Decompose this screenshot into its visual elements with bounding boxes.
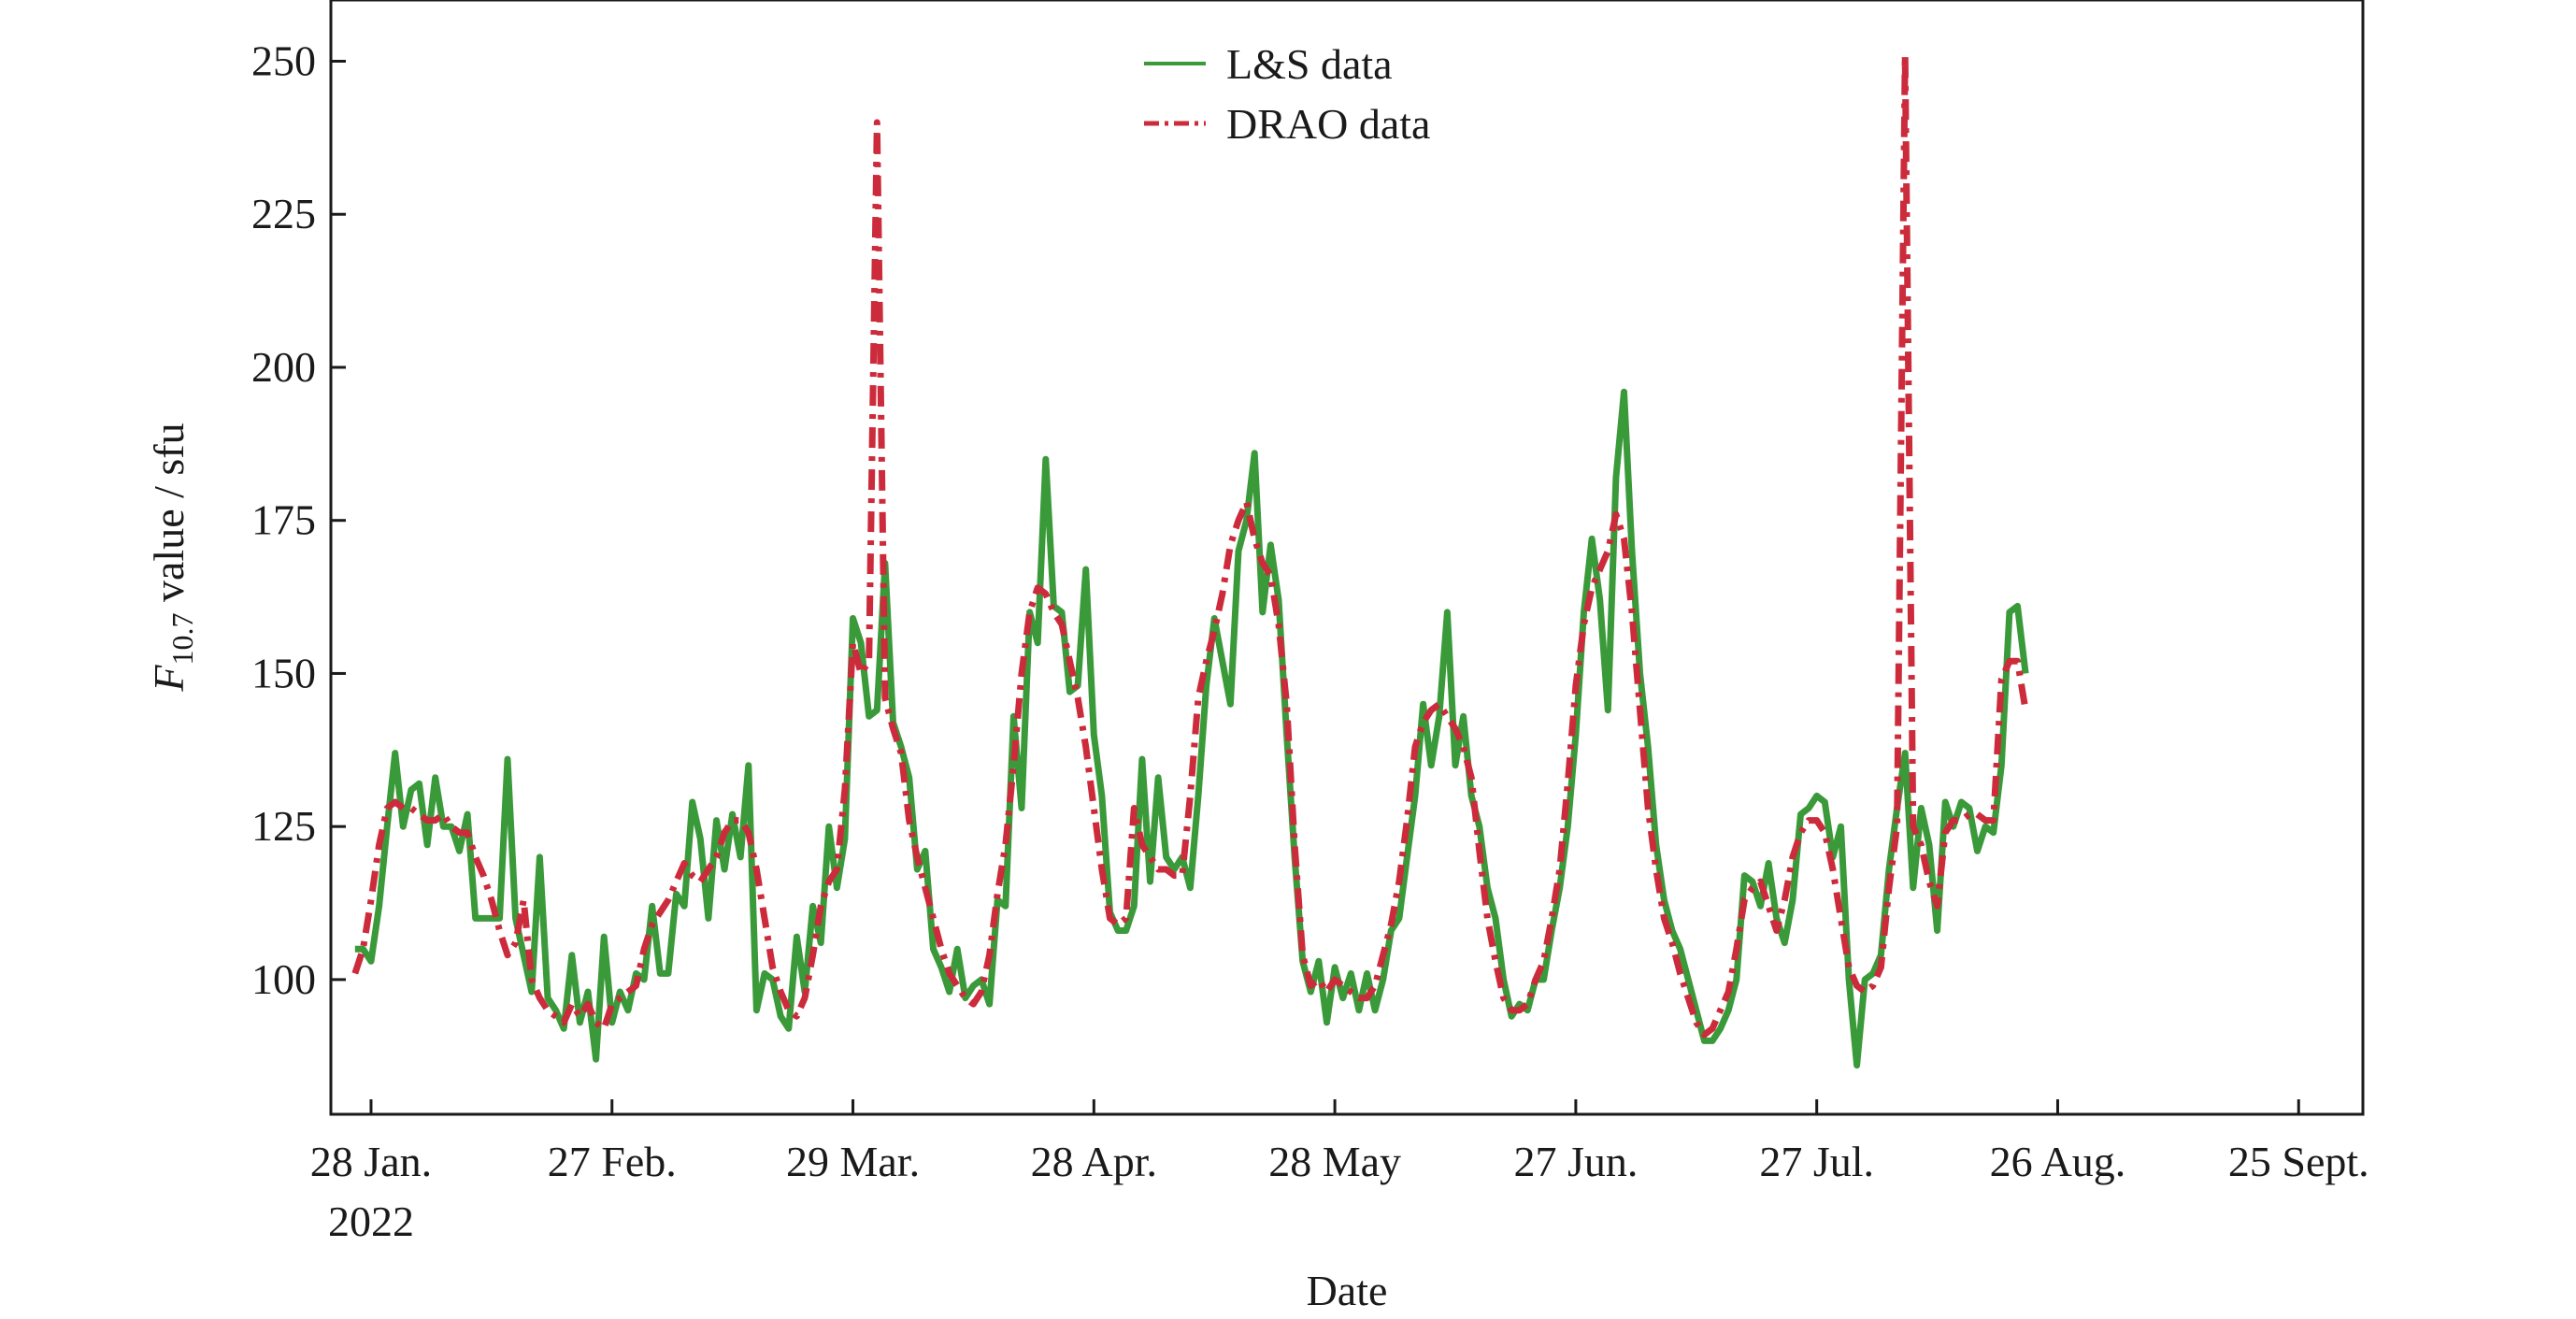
- x-axis: 28 Jan. 2022 27 Feb. 29 Mar. 28 Apr. 28 May 27…: [310, 1099, 2369, 1245]
- plot-frame: [329, 0, 2365, 1116]
- y-tick-label-3: 175: [251, 496, 316, 544]
- series-line-ls: [354, 388, 2029, 1069]
- legend-label-drao: DRAO data: [1226, 100, 1430, 148]
- x-tick-label-8: 25 Sept.: [2228, 1138, 2369, 1185]
- series-layer: [351, 51, 2029, 1069]
- legend-label-ls: L&S data: [1226, 40, 1393, 88]
- y-axis-label-var: F: [145, 665, 193, 693]
- x-tick-label-1: 27 Feb.: [548, 1138, 677, 1185]
- y-axis-label-sub: 10.7: [165, 613, 199, 666]
- y-tick-label-5: 225: [251, 190, 316, 237]
- x-tick-label-0-line2: 2022: [328, 1197, 414, 1245]
- y-tick-label-2: 150: [251, 649, 316, 696]
- y-axis: 100 125 150 175 200 225 250: [251, 36, 346, 1003]
- x-tick-label-0: 28 Jan.: [310, 1138, 432, 1185]
- series-line-drao: [351, 51, 2029, 1039]
- x-tick-label-5: 27 Jun.: [1513, 1138, 1638, 1185]
- x-tick-label-4: 28 May: [1268, 1138, 1401, 1185]
- legend: L&S data DRAO data: [1144, 40, 1430, 148]
- y-axis-label-rest: value / sfu: [145, 423, 193, 612]
- x-axis-label: Date: [1307, 1267, 1388, 1314]
- y-axis-label: F10.7 value / sfu: [145, 423, 199, 692]
- x-tick-label-6: 27 Jul.: [1759, 1138, 1874, 1185]
- y-tick-label-0: 100: [251, 955, 316, 1003]
- y-tick-label-6: 250: [251, 36, 316, 84]
- y-tick-label-1: 125: [251, 802, 316, 850]
- x-tick-label-2: 29 Mar.: [786, 1138, 920, 1185]
- x-tick-label-7: 26 Aug.: [1990, 1138, 2126, 1185]
- y-tick-label-4: 200: [251, 343, 316, 391]
- x-tick-label-3: 28 Apr.: [1031, 1138, 1157, 1185]
